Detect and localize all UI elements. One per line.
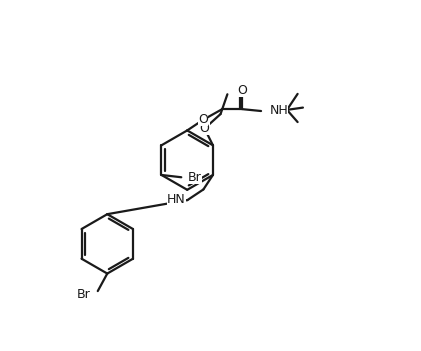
Text: Br: Br [77,289,91,302]
Text: Br: Br [188,171,202,184]
Text: O: O [198,113,208,126]
Text: O: O [237,84,247,97]
Text: NH: NH [269,104,288,117]
Text: HN: HN [167,193,186,206]
Text: O: O [200,122,210,135]
